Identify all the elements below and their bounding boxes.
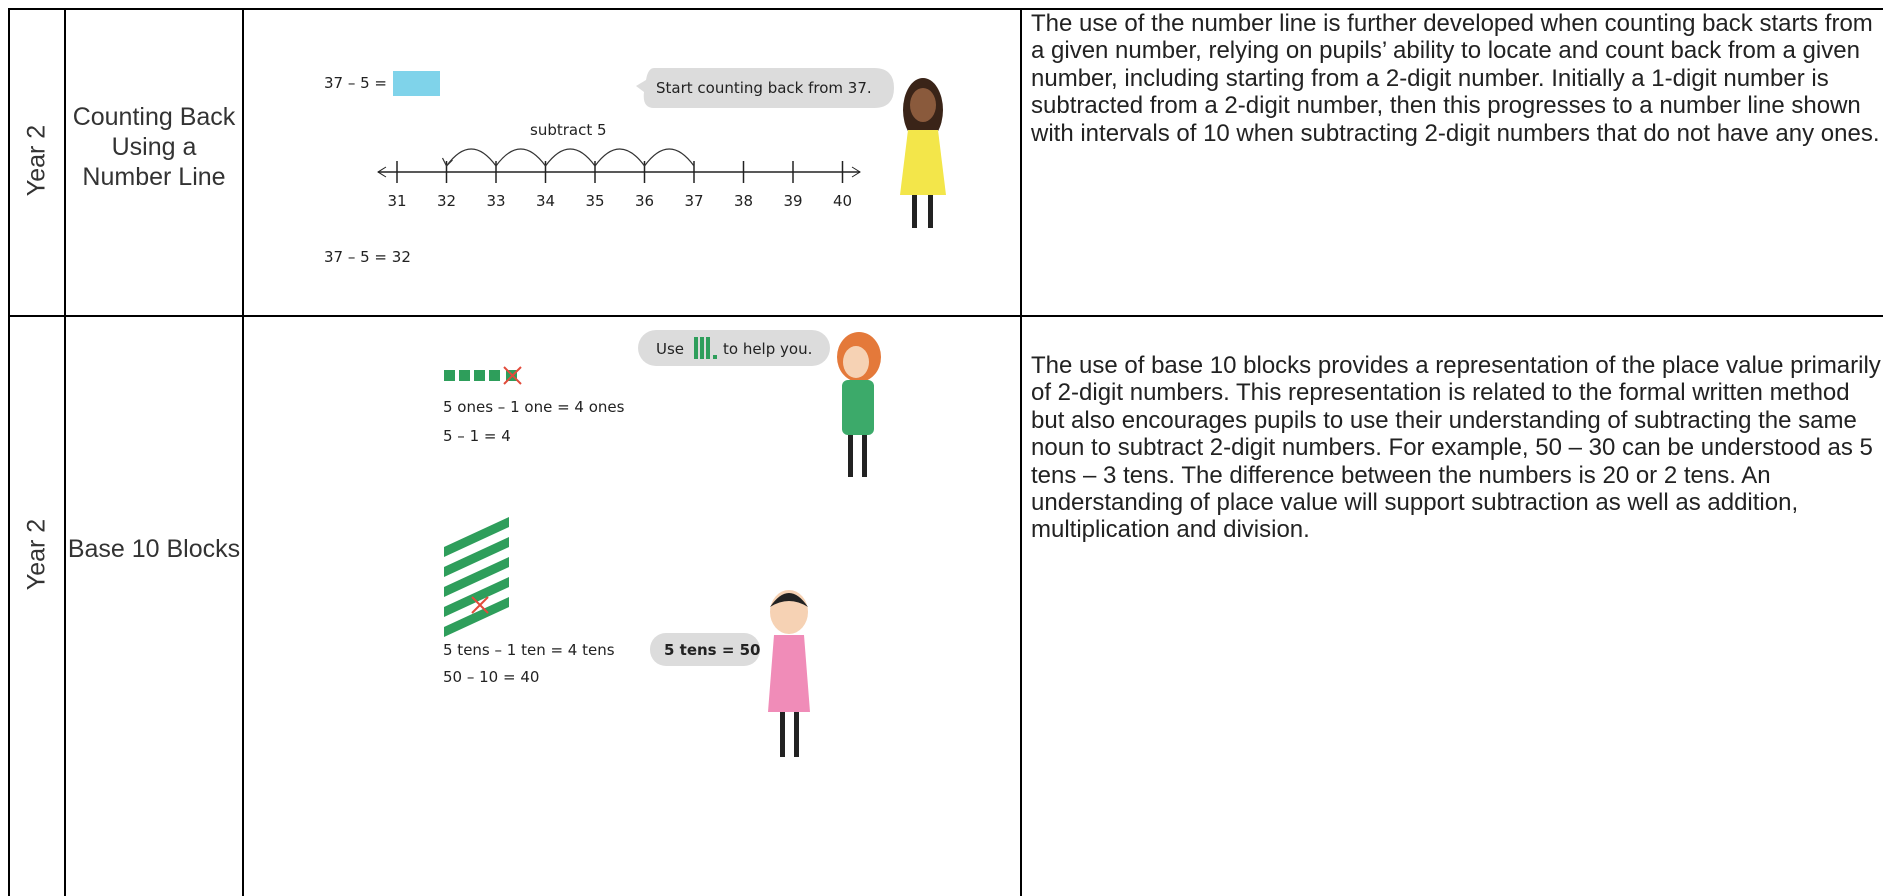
- year: Year 2: [22, 124, 51, 197]
- description: The use of base 10 blocks provides a rep…: [1031, 352, 1881, 544]
- girl: [900, 78, 946, 228]
- tick-label: 33: [486, 192, 505, 210]
- tick-label: 31: [387, 192, 406, 210]
- speech-bubble: [650, 633, 760, 666]
- column-divider: [1020, 8, 1022, 896]
- tick-label: 35: [585, 192, 604, 210]
- base-ten-illustration: 5 ones – 1 one = 4 ones 5 – 1 = 4 Use to…: [443, 330, 881, 757]
- speech-end: to help you.: [723, 340, 812, 358]
- hop-arc: [545, 148, 596, 167]
- tick-label: 36: [635, 192, 654, 210]
- number-line-illustration: 37 – 5 = Start counting back from 37. su…: [324, 68, 946, 266]
- answer-box: [393, 71, 440, 96]
- hop-arc: [495, 148, 546, 167]
- hop-arc: [446, 148, 497, 167]
- column-divider: [242, 8, 244, 896]
- topic: Counting Back Using a Number Line: [72, 103, 236, 191]
- year: Year 2: [22, 518, 51, 591]
- description: The use of the number line is further de…: [1031, 10, 1880, 147]
- tick-label: 32: [437, 192, 456, 210]
- tens-speech: 5 tens = 50: [664, 641, 761, 659]
- tick-label: 39: [783, 192, 802, 210]
- arc-label: subtract 5: [530, 121, 607, 139]
- hop-arc: [644, 148, 695, 167]
- line-arrows: [377, 166, 861, 178]
- girl: [768, 590, 810, 757]
- answer: 37 – 5 = 32: [324, 248, 411, 266]
- speech-start: Use: [656, 340, 684, 358]
- tick-label: 40: [833, 192, 852, 210]
- table-border: [8, 8, 1883, 10]
- column-divider: [64, 8, 66, 896]
- tick-label: 38: [734, 192, 753, 210]
- question: 37 – 5 =: [324, 74, 387, 92]
- ones-sentence: 5 ones – 1 one = 4 ones: [443, 398, 625, 416]
- speech: Start counting back from 37.: [656, 79, 872, 97]
- tens-rods: [444, 517, 509, 637]
- ones-cubes: [444, 366, 522, 385]
- tick-label: 34: [536, 192, 555, 210]
- speech-bubble: [636, 68, 894, 108]
- girl: [837, 332, 881, 477]
- tick-label: 37: [684, 192, 703, 210]
- hop-arc: [594, 148, 645, 167]
- tens-icon: [694, 337, 717, 359]
- tens-equation: 50 – 10 = 40: [443, 668, 539, 686]
- hop-arrowhead: [441, 157, 453, 168]
- tens-sentence: 5 tens – 1 ten = 4 tens: [443, 641, 615, 659]
- topic: Base 10 Blocks: [67, 535, 241, 563]
- speech-bubble: [638, 330, 830, 366]
- row-divider: [8, 315, 1883, 317]
- column-divider: [8, 8, 10, 896]
- ones-equation: 5 – 1 = 4: [443, 427, 511, 445]
